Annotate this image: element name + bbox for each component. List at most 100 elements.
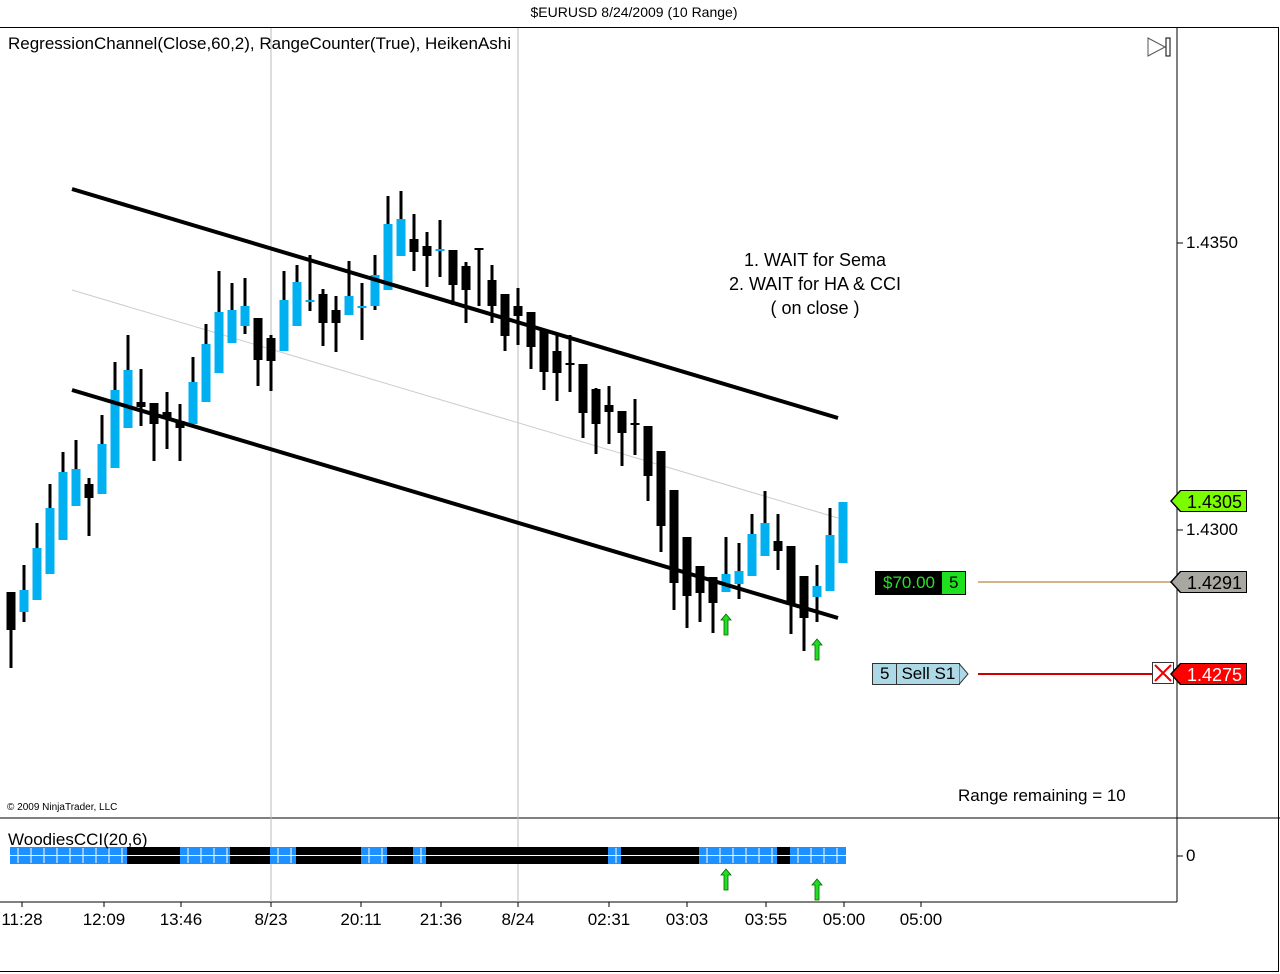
order-price-tag: 1.4275 [1169, 663, 1248, 685]
x-tick-label: 02:31 [588, 910, 631, 929]
note-line-1: 1. WAIT for Sema [743, 250, 887, 270]
candle-body [448, 250, 458, 285]
position-pnl-badge[interactable]: $70.00 5 [875, 571, 967, 595]
candle-body [695, 566, 705, 593]
candle-body [747, 534, 757, 576]
candle-body [669, 490, 679, 583]
up-arrow-icon [811, 638, 823, 661]
candle-body [305, 300, 315, 302]
cci-label: WoodiesCCI(20,6) [8, 830, 148, 849]
candle-body [214, 312, 224, 373]
candle-body [84, 484, 94, 498]
regression-middle-line [71, 289, 839, 519]
x-tick-label: 8/24 [501, 910, 534, 929]
order-label: Sell S1 [897, 663, 961, 685]
candle-body [136, 402, 146, 407]
candle-body [123, 370, 133, 428]
note-line-3: ( on close ) [770, 298, 860, 318]
candle-body [240, 306, 250, 326]
candle-body [578, 364, 588, 413]
candle-body [266, 338, 276, 361]
candle-body [331, 310, 341, 323]
candle-body [526, 312, 536, 347]
candle-body [71, 469, 81, 506]
chart-frame [0, 27, 1279, 972]
candle-body [110, 390, 120, 468]
cancel-order-button[interactable] [1152, 662, 1174, 684]
scroll-to-end-icon [1147, 37, 1171, 57]
candle-body [604, 405, 614, 412]
candle-body [734, 571, 744, 584]
candle-body [32, 548, 42, 600]
regression-lower-line [71, 388, 839, 620]
candle-body [253, 318, 263, 360]
candle-body [487, 280, 497, 306]
candle-body [344, 296, 354, 315]
position-price-tag: 1.4291 [1169, 571, 1248, 593]
strategy-note: 1. WAIT for Sema 2. WAIT for HA & CCI ( … [700, 248, 930, 320]
candle-body [19, 590, 29, 612]
candle-body [45, 508, 55, 574]
y-tick-1-4350: 1.4350 [1186, 233, 1238, 252]
candle-body [565, 363, 575, 365]
x-tick-label: 05:00 [900, 910, 943, 929]
candle-body [513, 306, 523, 316]
x-tick-label: 21:36 [420, 910, 463, 929]
candle-body [6, 592, 16, 630]
order-badge-sell-s1[interactable]: 5 Sell S1 [872, 663, 970, 685]
candle-body [383, 224, 393, 290]
candle-body [838, 502, 848, 563]
candle-body [799, 576, 809, 618]
candle-body [812, 586, 822, 597]
x-tick-label: 05:00 [823, 910, 866, 929]
candle-body [656, 451, 666, 526]
candle-body [708, 577, 718, 603]
candle-body [760, 523, 770, 556]
regression-upper-line [71, 187, 839, 420]
order-qty: 5 [872, 663, 898, 685]
chart-title: $EURUSD 8/24/2009 (10 Range) [530, 4, 738, 20]
position-pnl: $70.00 [876, 572, 942, 594]
candle-body [175, 421, 185, 428]
candle-body [227, 310, 237, 343]
candle-body [539, 330, 549, 372]
range-remaining: Range remaining = 10 [958, 786, 1126, 805]
candle-body [162, 412, 172, 418]
last-price-tag: 1.4305 [1169, 490, 1248, 512]
candle-body [422, 246, 432, 256]
candle-body [825, 535, 835, 591]
x-tick-label: 20:11 [340, 910, 381, 929]
candle-body [188, 382, 198, 424]
candle-body [201, 344, 211, 402]
candle-body [435, 249, 445, 251]
y-tick-1-4300: 1.4300 [1186, 520, 1238, 539]
candle-body [552, 351, 562, 373]
up-arrow-icon [811, 878, 823, 901]
candle-body [357, 306, 367, 308]
candle-body [773, 541, 783, 551]
indicators-label: RegressionChannel(Close,60,2), RangeCoun… [8, 34, 512, 53]
candle-body [370, 275, 380, 306]
copyright: © 2009 NinjaTrader, LLC [7, 802, 118, 813]
scroll-to-end-button[interactable] [1146, 35, 1172, 59]
order-tag-arrow-icon [959, 663, 970, 685]
candle-body [617, 411, 627, 433]
candle-body [292, 282, 302, 326]
candle-body [58, 472, 68, 540]
close-icon [1154, 664, 1172, 682]
up-arrow-icon [720, 868, 732, 891]
candle-body [682, 537, 692, 596]
x-tick-label: 8/23 [254, 910, 287, 929]
note-line-2: 2. WAIT for HA & CCI [728, 274, 902, 294]
x-tick-label: 03:55 [745, 910, 788, 929]
x-tick-label: 13:46 [160, 910, 203, 929]
candle-body [461, 266, 471, 290]
x-tick-label: 03:03 [666, 910, 709, 929]
candle-body [786, 546, 796, 605]
candle-body [97, 444, 107, 494]
position-qty: 5 [942, 572, 966, 594]
candle-body [643, 426, 653, 476]
candle-body [318, 294, 328, 323]
candle-body [591, 389, 601, 424]
